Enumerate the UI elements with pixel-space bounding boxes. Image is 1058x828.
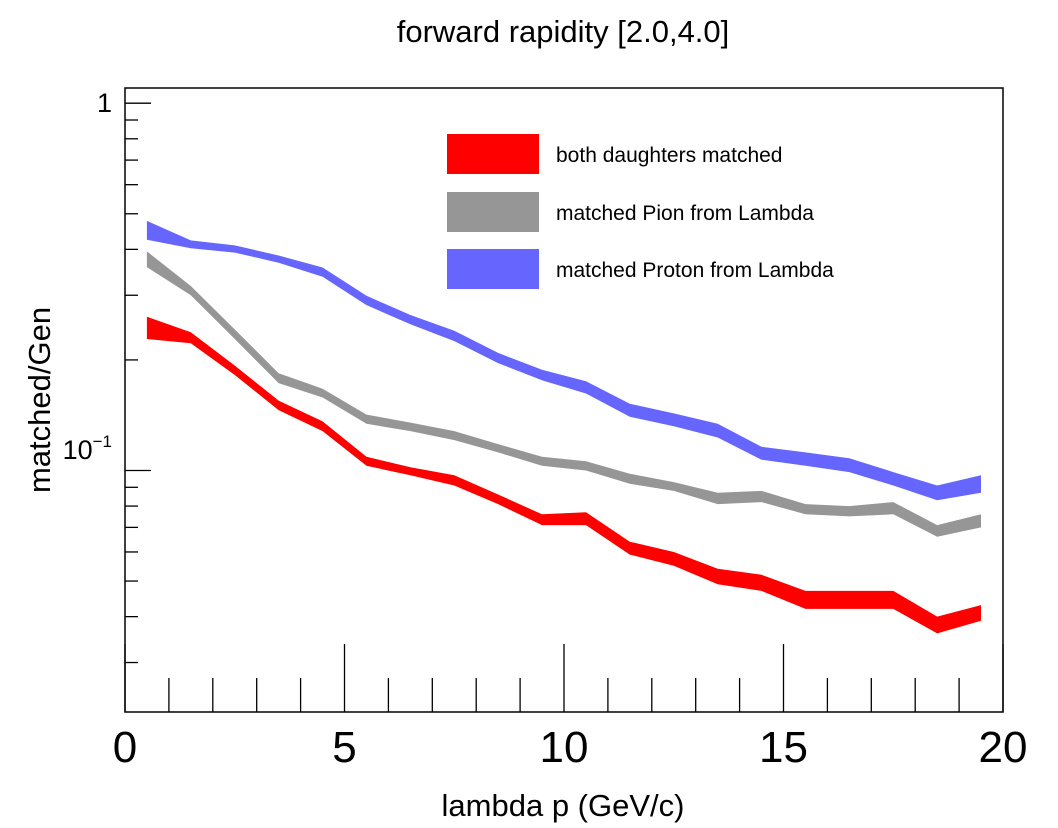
x-tick-labels: 0 5 10 15 20 [113,723,1028,772]
x-tick-label-0: 0 [113,723,137,772]
legend: both daughters matched matched Pion from … [447,134,834,289]
legend-swatch-2 [447,249,539,289]
y-tick-label-0.1-base: 10 [63,435,93,465]
y-tick-label-0.1-exponent: −1 [93,432,112,451]
x-axis-ticks [124,644,1004,712]
y-tick-label-1: 1 [97,88,112,118]
legend-label-2: matched Proton from Lambda [556,259,834,282]
x-tick-label-20: 20 [979,723,1028,772]
chart-title: forward rapidity [2.0,4.0] [397,14,730,49]
legend-swatch-1 [447,192,539,232]
series-band-2 [146,220,981,501]
y-tick-label-0.1: 10−1 [63,432,112,465]
legend-label-0: both daughters matched [556,144,783,167]
x-axis-label: lambda p (GeV/c) [442,788,685,823]
series-band-0 [146,316,981,634]
y-axis-label: matched/Gen [22,307,57,493]
plot-frame [124,87,1004,713]
y-axis-ticks [125,102,151,664]
legend-label-1: matched Pion from Lambda [556,202,814,225]
y-tick-labels: 1 10−1 [63,88,112,465]
x-tick-label-15: 15 [759,723,808,772]
legend-swatch-0 [447,134,539,174]
x-tick-label-5: 5 [332,723,356,772]
series-band-1 [146,251,981,537]
plot-area [124,87,1004,713]
series-bands [146,220,981,634]
x-tick-label-10: 10 [540,723,589,772]
